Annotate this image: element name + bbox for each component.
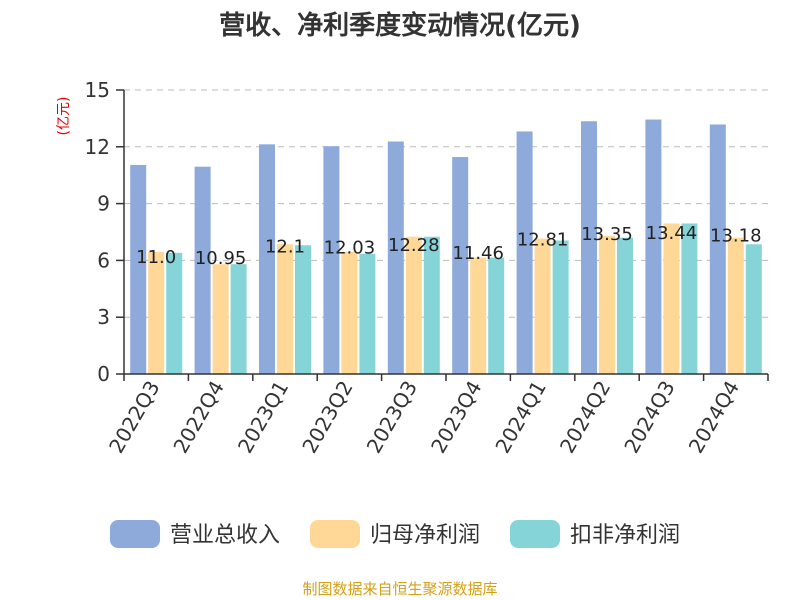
y-tick-label: 0 <box>97 362 110 386</box>
legend-swatch <box>110 520 160 548</box>
bar-1-2024Q1 <box>516 131 533 374</box>
legend-swatch <box>510 520 560 548</box>
legend-label: 归母净利润 <box>370 523 480 548</box>
y-tick-label: 15 <box>85 78 110 102</box>
bar-1-2024Q4 <box>709 124 726 374</box>
data-label: 10.95 <box>195 248 247 269</box>
data-label: 13.18 <box>710 226 762 247</box>
bar-1-2022Q3 <box>130 164 147 374</box>
bar-2-2023Q3 <box>405 236 422 374</box>
legend-label: 扣非净利润 <box>570 523 680 548</box>
bar-1-2023Q3 <box>387 141 404 374</box>
y-axis-unit: (亿元) <box>56 97 72 136</box>
bar-1-2023Q2 <box>323 146 340 374</box>
y-tick-label: 3 <box>97 305 110 329</box>
x-tick-label: 2023Q4 <box>426 377 486 458</box>
y-tick-label: 6 <box>97 248 110 272</box>
bar-3-2023Q4 <box>488 257 505 374</box>
bar-3-2024Q2 <box>617 237 633 374</box>
legend-swatch <box>310 520 360 548</box>
bar-2-2024Q3 <box>663 223 680 374</box>
bar-1-2023Q1 <box>259 144 275 374</box>
bar-1-2024Q3 <box>645 119 662 374</box>
data-label: 13.35 <box>581 224 633 245</box>
bar-3-2022Q4 <box>230 264 247 374</box>
legend-item-2[interactable]: 归母净利润 <box>310 520 480 548</box>
y-tick-label: 12 <box>85 135 110 159</box>
bar-3-2023Q1 <box>295 245 311 374</box>
bar-3-2024Q4 <box>745 244 762 374</box>
data-labels: 11.0 10.95 12.1 12.03 12.28 11.46 12.81 13.35 13… <box>136 223 761 269</box>
x-tick-label: 2022Q4 <box>168 377 228 458</box>
bar-2-2022Q4 <box>212 264 229 374</box>
x-tick-label: 2024Q2 <box>555 377 615 458</box>
data-label: 12.81 <box>517 229 569 250</box>
x-tick-label: 2023Q2 <box>297 377 357 458</box>
y-tick-label: 9 <box>97 192 110 216</box>
data-label: 12.03 <box>324 237 376 258</box>
data-label: 11.0 <box>136 247 176 268</box>
data-label: 12.28 <box>388 235 440 256</box>
legend-item-3[interactable]: 扣非净利润 <box>510 520 680 548</box>
x-tick-label: 2023Q3 <box>362 377 422 458</box>
bar-1-2024Q2 <box>581 121 597 375</box>
bar-3-2024Q3 <box>681 223 698 374</box>
bar-3-2024Q1 <box>552 240 569 374</box>
bar-1-2022Q4 <box>194 166 211 374</box>
bar-2-2022Q3 <box>148 251 165 374</box>
x-tick-label: 2022Q3 <box>104 377 164 458</box>
bar-2-2023Q4 <box>470 257 487 374</box>
source-note: 制图数据来自恒生聚源数据库 <box>302 580 497 598</box>
bar-2-2024Q2 <box>599 235 615 374</box>
chart-title: 营收、净利季度变动情况(亿元) <box>219 10 581 41</box>
bar-2-2023Q2 <box>341 251 358 374</box>
data-label: 13.44 <box>646 223 698 244</box>
x-tick-label: 2024Q1 <box>490 377 550 458</box>
bar-3-2023Q3 <box>423 236 440 374</box>
bar-2-2023Q1 <box>277 244 293 374</box>
bar-2-2024Q1 <box>534 238 551 374</box>
legend-label: 营业总收入 <box>170 523 280 548</box>
bar-2-2024Q4 <box>727 237 744 374</box>
legend-item-1[interactable]: 营业总收入 <box>110 520 280 548</box>
bars <box>130 119 762 375</box>
bar-1-2023Q4 <box>452 157 469 374</box>
x-tick-label: 2023Q1 <box>233 377 293 458</box>
x-tick-label: 2024Q4 <box>684 377 744 458</box>
legend[interactable]: 营业总收入 归母净利润 扣非净利润 <box>110 520 680 548</box>
x-tick-label: 2024Q3 <box>619 377 679 458</box>
data-label: 12.1 <box>265 236 305 257</box>
gridlines <box>124 89 768 318</box>
bar-3-2023Q2 <box>359 253 376 374</box>
bar-3-2022Q3 <box>166 252 183 374</box>
data-label: 11.46 <box>452 243 504 264</box>
